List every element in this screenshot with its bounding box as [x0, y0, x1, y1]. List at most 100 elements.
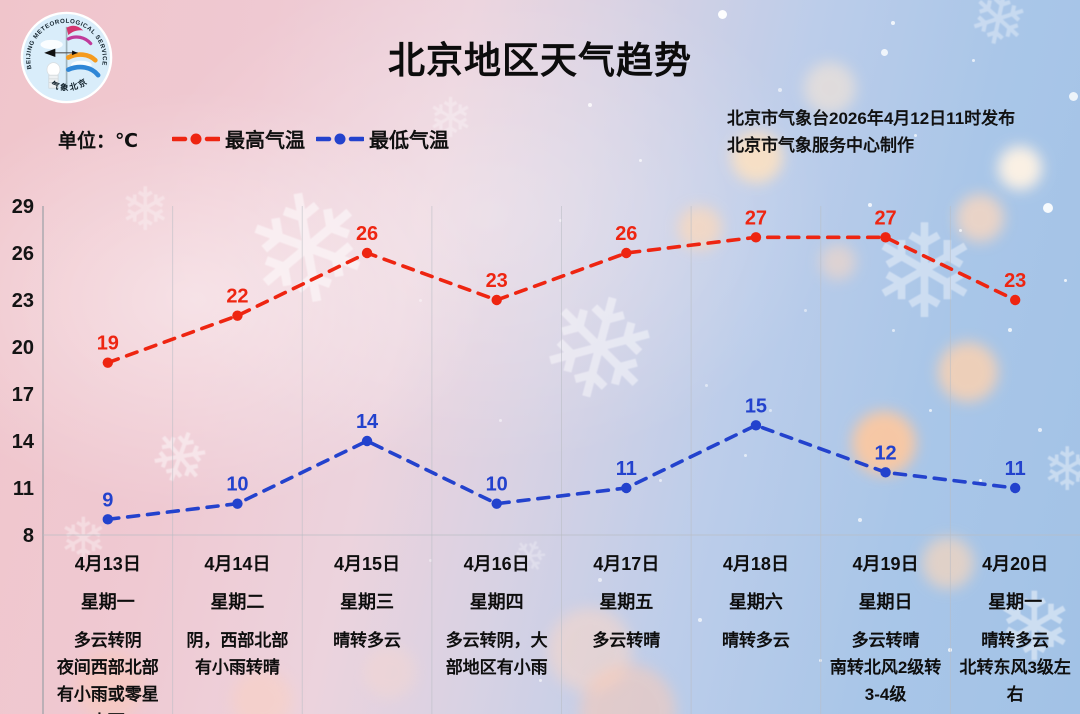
low-temp-value-label: 12 [874, 442, 896, 464]
snow-dot [638, 158, 642, 162]
snowflake-icon: ❄ [1042, 436, 1080, 503]
beijing-meteorological-service-logo: BEIJING METEOROLOGICAL SERVICE 气象北京 [20, 11, 113, 104]
logo-red-ribbon [66, 25, 84, 36]
snowflake-icon: ❄ [994, 574, 1075, 681]
snowflake-icon: ❄ [427, 86, 474, 149]
snow-dot [478, 638, 482, 642]
weather-description: 多云转晴 南转北风2级转 3-4级 [829, 631, 942, 704]
y-tick-label: 14 [12, 431, 35, 453]
day-column: 4月15日 星期三 晴转多云 [302, 545, 432, 654]
day-column: 4月17日 星期五 多云转晴 [562, 545, 692, 654]
bokeh-light [364, 646, 416, 698]
snow-dot [868, 203, 872, 207]
snow-dot [803, 308, 807, 312]
snow-dot [891, 21, 895, 25]
date-label: 4月16日 [463, 554, 530, 574]
low-temp-value-label: 9 [102, 489, 113, 511]
snowflake-icon: ❄ [120, 176, 171, 243]
snow-dot [1068, 91, 1078, 101]
snow-dot [686, 58, 690, 62]
low-temp-point [361, 435, 373, 447]
snow-dot [418, 298, 422, 302]
high-temp-point [491, 294, 502, 306]
snow-dot [588, 103, 592, 107]
snow-dot [428, 558, 432, 562]
low-temp-value-label: 15 [745, 395, 767, 417]
low-temp-line-marker-icon [316, 133, 364, 144]
bokeh-light [956, 194, 1004, 242]
publish-info: 北京市气象台2026年4月12日11时发布 北京市气象服务中心制作 [727, 105, 1015, 159]
high-temp-value-label: 26 [615, 223, 637, 245]
legend-item-low-temp: 最低气温 [316, 124, 449, 153]
day-column: 4月16日 星期四 多云转阴，大 部地区有小雨 [432, 545, 562, 681]
high-temp-point [750, 232, 762, 243]
date-label: 4月17日 [593, 554, 660, 574]
snowflake-icon: ❄ [59, 507, 108, 572]
high-temp-line [106, 235, 1017, 365]
low-temp-point [621, 482, 632, 494]
snow-dot [1038, 428, 1042, 432]
snow-dot [538, 678, 542, 682]
high-temp-point [1009, 294, 1021, 306]
bokeh-light [998, 146, 1042, 190]
low-temp-value-label: 10 [226, 474, 248, 496]
bokeh-light [922, 537, 974, 589]
legend-label-high: 最高气温 [225, 130, 305, 152]
snow-dot [978, 478, 982, 482]
snow-dot [928, 408, 932, 412]
y-tick-label: 26 [12, 243, 34, 265]
weekday-label: 星期一 [988, 592, 1043, 612]
date-label: 4月18日 [722, 554, 789, 574]
date-label: 4月19日 [852, 554, 919, 574]
weekday-label: 星期二 [210, 592, 265, 612]
y-tick-label: 11 [13, 478, 34, 500]
snow-dot [858, 518, 862, 522]
low-temp-value-label: 14 [356, 411, 379, 433]
weekday-label: 星期六 [728, 592, 783, 612]
low-temp-value-label: 11 [616, 458, 637, 480]
snow-dot [498, 418, 502, 422]
high-temp-value-label: 27 [745, 207, 767, 229]
unit-label: 单位：℃ [58, 131, 139, 152]
page-title: 北京地区天气趋势 [388, 40, 692, 81]
weather-description: 晴转多云 [721, 631, 790, 650]
weather-description: 多云转阴，大 部地区有小雨 [445, 631, 548, 677]
snow-dot [698, 618, 702, 622]
weekday-label: 星期日 [858, 592, 913, 612]
high-temp-point [621, 247, 632, 259]
logo-orange-ribbon [66, 52, 98, 63]
weekday-label: 星期三 [340, 592, 395, 612]
low-temp-point [880, 467, 891, 478]
y-tick-label: 23 [12, 290, 34, 312]
snow-dot [658, 478, 662, 482]
snow-dot [598, 578, 602, 582]
snow-dot [913, 133, 917, 137]
bokeh-light [731, 131, 783, 183]
high-temp-value-label: 22 [226, 286, 248, 308]
weekday-label: 星期一 [80, 592, 135, 612]
snow-dot [958, 228, 962, 232]
low-temp-point [750, 420, 762, 431]
publish-line-1: 北京市气象台2026年4月12日11时发布 [727, 109, 1016, 128]
snow-dot [1063, 278, 1067, 282]
y-tick-label: 29 [12, 196, 34, 218]
day-column: 4月19日星期日多云转晴 南转北风2级转 3-4级 [821, 545, 951, 708]
high-temp-value-label: 19 [97, 333, 119, 355]
low-temp-line [106, 423, 1017, 522]
date-label: 4月14日 [204, 554, 271, 574]
weather-description: 多云转阴 夜间西部北部 有小雨或零星 小雨 [56, 631, 159, 714]
y-tick-label: 8 [23, 525, 34, 547]
high-temp-value-label: 27 [874, 207, 896, 229]
date-label: 4月13日 [74, 554, 141, 574]
bokeh-light [820, 244, 856, 280]
snow-dot [1018, 558, 1022, 562]
weather-description: 多云转晴 [592, 631, 661, 650]
snow-dot [778, 88, 782, 92]
y-tick-label: 17 [12, 384, 34, 406]
weather-description: 晴转多云 北转东风3级左 右 [959, 631, 1071, 704]
snow-dot [704, 383, 708, 387]
high-temp-point [102, 357, 114, 368]
